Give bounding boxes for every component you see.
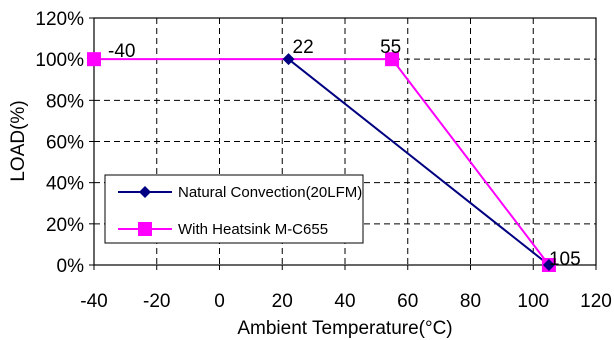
x-tick-label: -40	[80, 291, 107, 312]
x-tick-label: 120	[580, 291, 612, 312]
y-tick-labels: 0% 20% 40% 60% 80% 100% 120%	[35, 9, 84, 277]
x-axis-title: Ambient Temperature(°C)	[237, 318, 452, 339]
x-tick-labels: -40 -20 0 20 40 60 80 100 120	[80, 291, 612, 312]
x-tick-label: 60	[397, 291, 418, 312]
y-tick-label: 0%	[57, 256, 85, 277]
point-label: 22	[293, 37, 314, 58]
y-axis-title: LOAD(%)	[8, 100, 29, 181]
heatsink-point	[87, 52, 101, 67]
x-tick-label: -20	[143, 291, 170, 312]
point-label: -40	[108, 41, 135, 62]
legend-label: With Heatsink M-C655	[178, 221, 328, 238]
x-tick-label: 40	[334, 291, 355, 312]
y-tick-label: 80%	[46, 91, 84, 112]
legend: Natural Convection(20LFM) With Heatsink M…	[104, 174, 364, 244]
legend-marker	[138, 222, 152, 236]
y-tick-label: 60%	[46, 133, 84, 154]
annotation-group: -40 22 55 105	[108, 37, 581, 270]
point-label: 105	[549, 249, 581, 270]
y-tick-label: 120%	[35, 9, 84, 30]
y-tick-label: 20%	[46, 215, 84, 236]
y-tick-label: 40%	[46, 174, 84, 195]
natural-convection-point	[542, 259, 555, 271]
x-tick-label: 100	[517, 291, 549, 312]
legend-marker	[139, 186, 151, 198]
natural-convection-line	[287, 58, 550, 266]
y-tick-label: 100%	[35, 50, 84, 71]
legend-label: Natural Convection(20LFM)	[178, 184, 362, 201]
x-tick-label: 80	[460, 291, 481, 312]
natural-convection-point	[282, 53, 295, 66]
x-tick-label: 0	[214, 291, 225, 312]
series-group	[87, 52, 556, 272]
x-tick-label: 20	[272, 291, 293, 312]
point-label: 55	[380, 37, 401, 58]
heatsink-point	[385, 52, 400, 67]
